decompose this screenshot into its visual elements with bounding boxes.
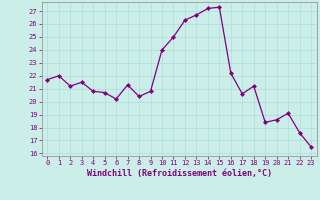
X-axis label: Windchill (Refroidissement éolien,°C): Windchill (Refroidissement éolien,°C)	[87, 169, 272, 178]
